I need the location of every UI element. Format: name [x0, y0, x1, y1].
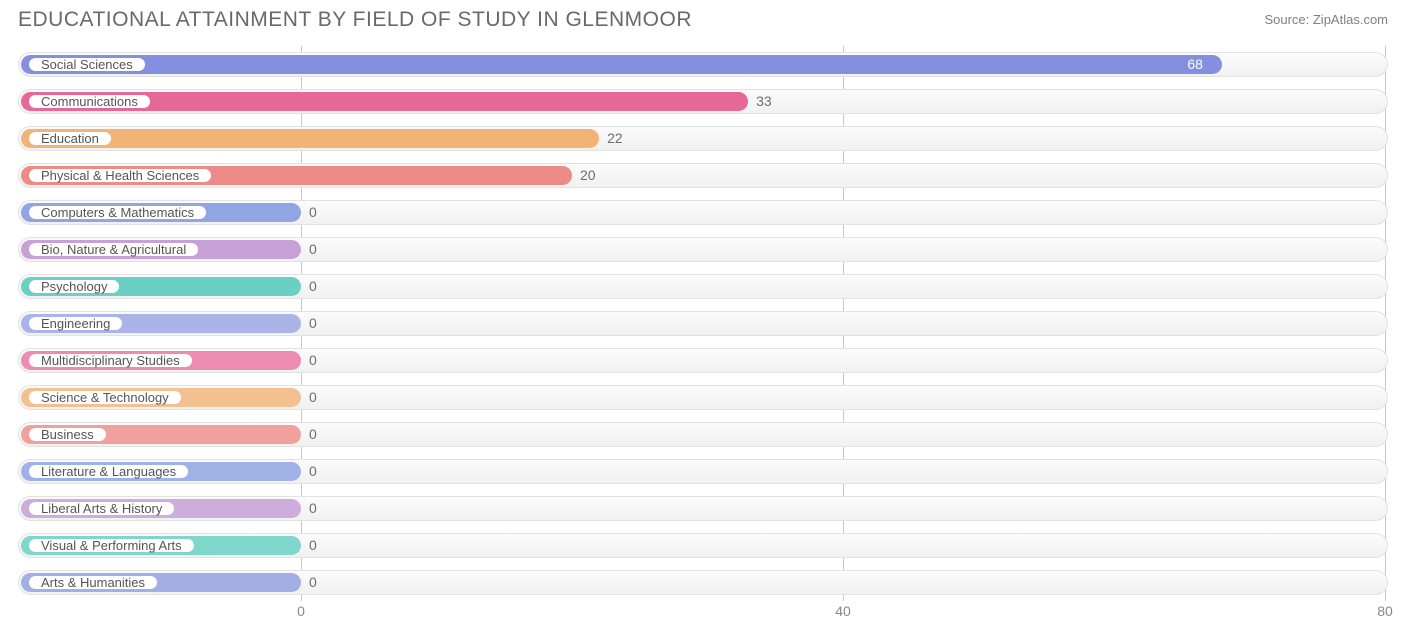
category-pill: Arts & Humanities	[28, 575, 158, 590]
value-label: 33	[756, 93, 772, 109]
category-label: Business	[41, 427, 94, 442]
bar-row: Education 22	[18, 120, 1388, 157]
category-label: Engineering	[41, 316, 110, 331]
chart-area: Social Sciences 68 Communications 33 Educati…	[0, 36, 1406, 601]
category-pill: Liberal Arts & History	[28, 501, 175, 516]
bar-row: Liberal Arts & History 0	[18, 490, 1388, 527]
bar-row: Visual & Performing Arts 0	[18, 527, 1388, 564]
value-label: 0	[309, 537, 317, 553]
category-label: Bio, Nature & Agricultural	[41, 242, 186, 257]
category-label: Science & Technology	[41, 390, 169, 405]
category-pill: Bio, Nature & Agricultural	[28, 242, 199, 257]
value-label: 0	[309, 426, 317, 442]
category-label: Multidisciplinary Studies	[41, 353, 180, 368]
x-tick-label: 40	[835, 603, 851, 619]
value-label: 0	[309, 241, 317, 257]
bar-row: Multidisciplinary Studies 0	[18, 342, 1388, 379]
category-label: Visual & Performing Arts	[41, 538, 182, 553]
bar-row: Communications 33	[18, 83, 1388, 120]
value-label: 0	[309, 315, 317, 331]
category-pill: Communications	[28, 94, 151, 109]
category-label: Arts & Humanities	[41, 575, 145, 590]
x-tick-label: 80	[1377, 603, 1393, 619]
value-label: 0	[309, 204, 317, 220]
category-pill: Science & Technology	[28, 390, 182, 405]
value-label: 20	[580, 167, 596, 183]
category-label: Psychology	[41, 279, 107, 294]
bar	[21, 55, 1222, 74]
value-label: 0	[309, 278, 317, 294]
value-label: 68	[1187, 56, 1203, 72]
chart-title: EDUCATIONAL ATTAINMENT BY FIELD OF STUDY…	[18, 8, 692, 32]
category-pill: Computers & Mathematics	[28, 205, 207, 220]
bar-row: Computers & Mathematics 0	[18, 194, 1388, 231]
chart-plot: Social Sciences 68 Communications 33 Educati…	[18, 46, 1388, 601]
value-label: 0	[309, 389, 317, 405]
category-pill: Business	[28, 427, 107, 442]
bar-row: Business 0	[18, 416, 1388, 453]
chart-header: EDUCATIONAL ATTAINMENT BY FIELD OF STUDY…	[0, 0, 1406, 36]
value-label: 0	[309, 352, 317, 368]
category-label: Social Sciences	[41, 57, 133, 72]
bar-row: Science & Technology 0	[18, 379, 1388, 416]
bar-row: Bio, Nature & Agricultural 0	[18, 231, 1388, 268]
x-axis: 04080	[18, 601, 1388, 626]
category-label: Computers & Mathematics	[41, 205, 194, 220]
category-label: Liberal Arts & History	[41, 501, 162, 516]
category-pill: Multidisciplinary Studies	[28, 353, 193, 368]
bar-row: Psychology 0	[18, 268, 1388, 305]
bar-row: Literature & Languages 0	[18, 453, 1388, 490]
value-label: 22	[607, 130, 623, 146]
category-pill: Psychology	[28, 279, 120, 294]
bar-row: Engineering 0	[18, 305, 1388, 342]
category-pill: Literature & Languages	[28, 464, 189, 479]
value-label: 0	[309, 500, 317, 516]
category-pill: Education	[28, 131, 112, 146]
category-label: Communications	[41, 94, 138, 109]
category-pill: Engineering	[28, 316, 123, 331]
category-pill: Visual & Performing Arts	[28, 538, 195, 553]
bar-row: Social Sciences 68	[18, 46, 1388, 83]
bar-row: Physical & Health Sciences 20	[18, 157, 1388, 194]
x-tick-label: 0	[297, 603, 305, 619]
value-label: 0	[309, 463, 317, 479]
chart-source: Source: ZipAtlas.com	[1264, 12, 1388, 27]
value-label: 0	[309, 574, 317, 590]
category-label: Education	[41, 131, 99, 146]
category-pill: Physical & Health Sciences	[28, 168, 212, 183]
category-label: Physical & Health Sciences	[41, 168, 199, 183]
category-pill: Social Sciences	[28, 57, 146, 72]
bar-row: Arts & Humanities 0	[18, 564, 1388, 601]
category-label: Literature & Languages	[41, 464, 176, 479]
